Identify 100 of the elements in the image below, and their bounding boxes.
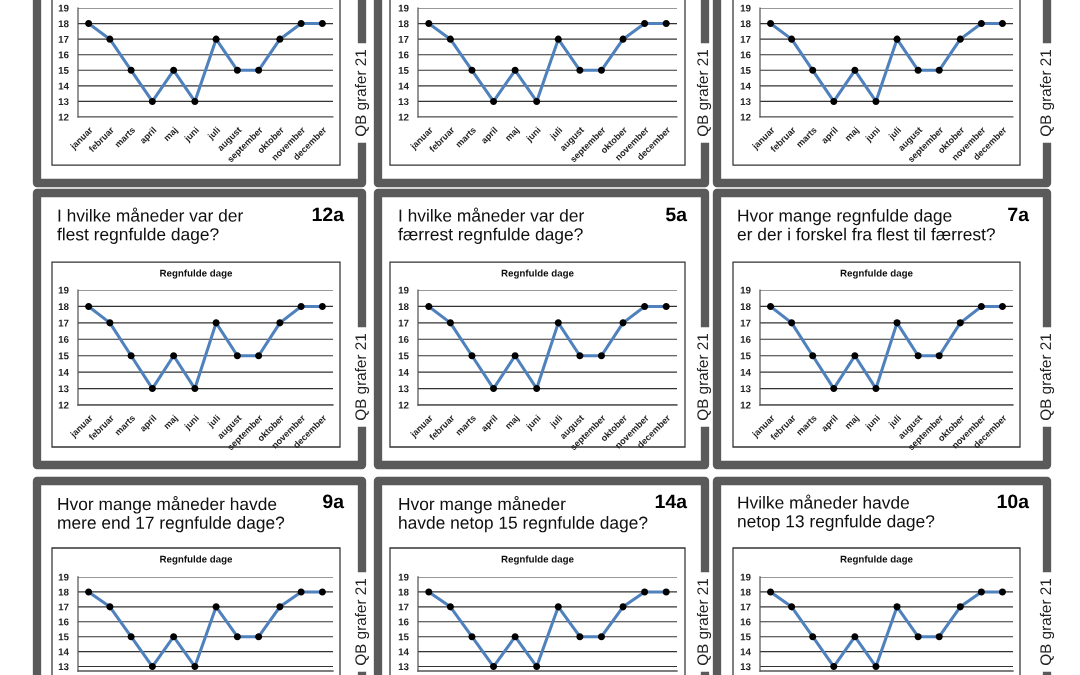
- point: [490, 97, 498, 105]
- point: [170, 66, 178, 74]
- y-tick-label: 17: [740, 603, 751, 611]
- text: QB grafer 21: [354, 579, 370, 666]
- chart-subtitle: Regnfulde dage: [160, 269, 233, 279]
- point: [255, 66, 263, 74]
- point: [297, 588, 305, 596]
- point: [872, 385, 880, 393]
- point: [872, 97, 880, 105]
- point: [956, 319, 964, 327]
- point: [809, 66, 817, 74]
- y-tick-label: 14: [58, 648, 69, 656]
- y-tick-label: 15: [398, 67, 409, 74]
- x-tick-label: juli: [206, 126, 222, 142]
- y-tick-label: 16: [398, 336, 409, 343]
- point: [212, 35, 220, 43]
- point: [233, 352, 241, 360]
- point: [576, 66, 584, 74]
- point: [511, 66, 519, 74]
- point: [533, 97, 541, 105]
- point: [788, 319, 796, 327]
- y-tick-label: 12: [740, 113, 751, 121]
- point: [446, 603, 454, 611]
- x-tick-label: maj: [844, 126, 861, 143]
- y-tick-label: 12: [398, 401, 409, 409]
- point: [576, 352, 584, 360]
- text: 7a: [1008, 207, 1030, 222]
- text: QB grafer 21: [696, 334, 712, 421]
- chart-subtitle: Regnfulde dage: [840, 269, 913, 279]
- point: [977, 20, 985, 28]
- point: [851, 633, 859, 641]
- point: [977, 302, 985, 310]
- y-tick-label: 18: [58, 20, 69, 28]
- chart-title: I hvilke måneder var der flest regnfulde dage?: [57, 207, 243, 244]
- text: QB grafer 21: [1039, 334, 1055, 421]
- point: [318, 302, 326, 310]
- point: [148, 385, 156, 393]
- chart-title: Hvilke måneder havde netop 13 regnfulde dage?: [738, 494, 935, 531]
- chart-subtitle: Regnfulde dage: [840, 555, 913, 565]
- y-tick-label: 12: [740, 401, 751, 409]
- point: [148, 97, 156, 105]
- text: QB grafer 21: [1039, 50, 1055, 137]
- point: [212, 603, 220, 611]
- point: [127, 352, 135, 360]
- y-tick-label: 17: [58, 35, 69, 43]
- chart-title: Hvor mange regnfulde dage er der i forskel fra flest til færrest?: [737, 209, 995, 241]
- point: [255, 633, 263, 641]
- point: [425, 20, 433, 28]
- y-tick-label: 16: [740, 336, 751, 343]
- y-tick-label: 12: [398, 113, 409, 121]
- point: [191, 97, 199, 105]
- point: [830, 662, 838, 671]
- point: [998, 20, 1006, 28]
- y-tick-label: 18: [398, 588, 409, 596]
- y-tick-label: 12: [58, 113, 69, 121]
- point: [914, 352, 922, 360]
- y-tick-label: 18: [740, 20, 751, 28]
- point: [191, 662, 199, 671]
- y-tick-label: 16: [58, 618, 69, 626]
- point: [170, 352, 178, 360]
- point: [106, 319, 114, 327]
- y-tick-label: 15: [740, 67, 751, 74]
- point: [85, 588, 93, 596]
- point: [662, 302, 670, 310]
- y-tick-label: 17: [398, 603, 409, 611]
- y-tick-label: 13: [58, 98, 69, 106]
- y-tick-label: 16: [58, 51, 69, 59]
- point: [641, 302, 649, 310]
- point: [468, 633, 476, 641]
- y-tick-label: 14: [740, 648, 751, 656]
- point: [554, 35, 562, 43]
- y-tick-label: 17: [58, 319, 69, 327]
- y-tick-label: 17: [398, 319, 409, 327]
- y-tick-label: 17: [740, 35, 751, 43]
- y-tick-label: 15: [740, 352, 751, 360]
- x-tick-label: maj: [504, 126, 521, 143]
- y-tick-label: 16: [740, 51, 751, 59]
- point: [893, 319, 901, 327]
- point: [255, 352, 263, 360]
- text: 12a: [312, 207, 345, 222]
- y-tick-label: 18: [58, 303, 69, 311]
- x-tick-label: juli: [548, 414, 564, 430]
- y-tick-label: 15: [58, 633, 69, 641]
- point: [935, 352, 943, 360]
- y-tick-label: 12: [58, 401, 69, 409]
- y-tick-label: 19: [58, 4, 69, 12]
- x-tick-label: juli: [548, 126, 564, 142]
- point: [851, 352, 859, 360]
- chart-title: Hvor mange måneder havde netop 15 regnfulde dage?: [399, 496, 648, 533]
- y-tick-label: 13: [58, 385, 69, 393]
- x-tick-label: juli: [206, 414, 222, 430]
- chart-subtitle: Regnfulde dage: [160, 555, 233, 565]
- point: [554, 319, 562, 327]
- point: [85, 302, 93, 310]
- y-tick-label: 13: [740, 98, 751, 106]
- x-tick-label: juli: [887, 126, 903, 142]
- y-tick-label: 14: [58, 368, 69, 376]
- point: [809, 633, 817, 641]
- point: [851, 66, 859, 74]
- text: QB grafer 21: [1039, 579, 1055, 666]
